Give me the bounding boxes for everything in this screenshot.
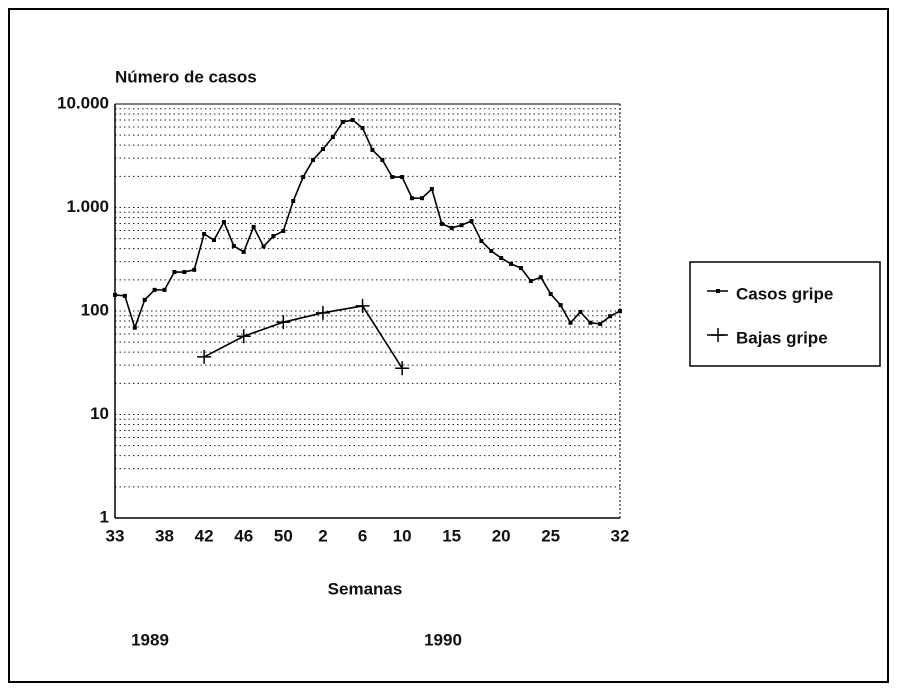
y-tick-label: 10 bbox=[90, 404, 109, 423]
point bbox=[395, 361, 410, 376]
x-tick-label: 15 bbox=[442, 526, 461, 545]
point bbox=[355, 298, 370, 313]
point bbox=[538, 275, 543, 280]
x-tick-label: 42 bbox=[195, 526, 214, 545]
point bbox=[419, 196, 424, 201]
point bbox=[172, 270, 177, 275]
point bbox=[221, 220, 226, 225]
point bbox=[439, 221, 444, 226]
annotation: 1990 bbox=[424, 630, 462, 649]
y-tick-label: 1 bbox=[100, 507, 109, 526]
point bbox=[509, 261, 514, 266]
legend bbox=[689, 261, 881, 367]
x-tick-label: 46 bbox=[234, 526, 253, 545]
legend-label: Casos gripe bbox=[736, 284, 833, 303]
point bbox=[251, 224, 256, 229]
point bbox=[261, 244, 266, 249]
x-tick-label: 2 bbox=[318, 526, 327, 545]
point bbox=[360, 126, 365, 131]
point bbox=[202, 231, 207, 236]
frame bbox=[8, 8, 889, 683]
x-tick-label: 10 bbox=[393, 526, 412, 545]
series-line bbox=[203, 305, 403, 369]
series-line bbox=[114, 119, 621, 331]
x-tick-label: 25 bbox=[541, 526, 560, 545]
point bbox=[311, 157, 316, 162]
point bbox=[152, 287, 157, 292]
point bbox=[236, 329, 251, 344]
point bbox=[315, 305, 330, 320]
point bbox=[212, 238, 217, 243]
point bbox=[568, 320, 573, 325]
y-tick-label: 1.000 bbox=[66, 197, 109, 216]
legend-marker bbox=[716, 289, 720, 293]
point bbox=[122, 293, 127, 298]
point bbox=[558, 303, 563, 308]
point bbox=[400, 175, 405, 180]
point bbox=[113, 292, 117, 297]
point bbox=[370, 147, 375, 152]
point bbox=[598, 321, 603, 326]
point bbox=[320, 147, 325, 152]
point bbox=[142, 297, 147, 302]
point bbox=[197, 349, 212, 364]
y-tick-label: 100 bbox=[81, 300, 109, 319]
point bbox=[132, 325, 137, 330]
point bbox=[459, 223, 464, 228]
point bbox=[291, 199, 296, 204]
point bbox=[578, 309, 583, 314]
point bbox=[350, 118, 355, 123]
point bbox=[330, 135, 335, 140]
point bbox=[449, 225, 454, 230]
legend-marker bbox=[711, 328, 725, 342]
point bbox=[528, 278, 533, 283]
x-axis-label: Semanas bbox=[328, 579, 403, 598]
annotation: 1989 bbox=[131, 630, 169, 649]
y-tick-label: 10.000 bbox=[57, 93, 109, 112]
x-tick-label: 50 bbox=[274, 526, 293, 545]
point bbox=[340, 120, 345, 125]
point bbox=[390, 175, 395, 180]
point bbox=[518, 266, 523, 271]
x-tick-label: 38 bbox=[155, 526, 174, 545]
point bbox=[588, 320, 593, 325]
x-tick-label: 6 bbox=[358, 526, 367, 545]
point bbox=[192, 267, 197, 272]
x-tick-label: 32 bbox=[611, 526, 630, 545]
point bbox=[608, 314, 613, 319]
point bbox=[162, 287, 167, 292]
x-tick-label: 20 bbox=[492, 526, 511, 545]
point bbox=[410, 196, 415, 201]
chart-title: Número de casos bbox=[115, 67, 257, 86]
point bbox=[380, 157, 385, 162]
point bbox=[276, 315, 291, 330]
point bbox=[618, 309, 622, 313]
point bbox=[301, 175, 306, 180]
x-tick-label: 33 bbox=[106, 526, 125, 545]
point bbox=[499, 256, 504, 261]
point bbox=[281, 228, 286, 233]
point bbox=[231, 243, 236, 248]
point bbox=[429, 186, 434, 191]
legend-label: Bajas gripe bbox=[736, 328, 828, 347]
point bbox=[489, 248, 494, 253]
point bbox=[271, 234, 276, 239]
point bbox=[548, 291, 553, 296]
point bbox=[182, 270, 187, 275]
point bbox=[241, 249, 246, 254]
point bbox=[469, 219, 474, 224]
point bbox=[479, 238, 484, 243]
